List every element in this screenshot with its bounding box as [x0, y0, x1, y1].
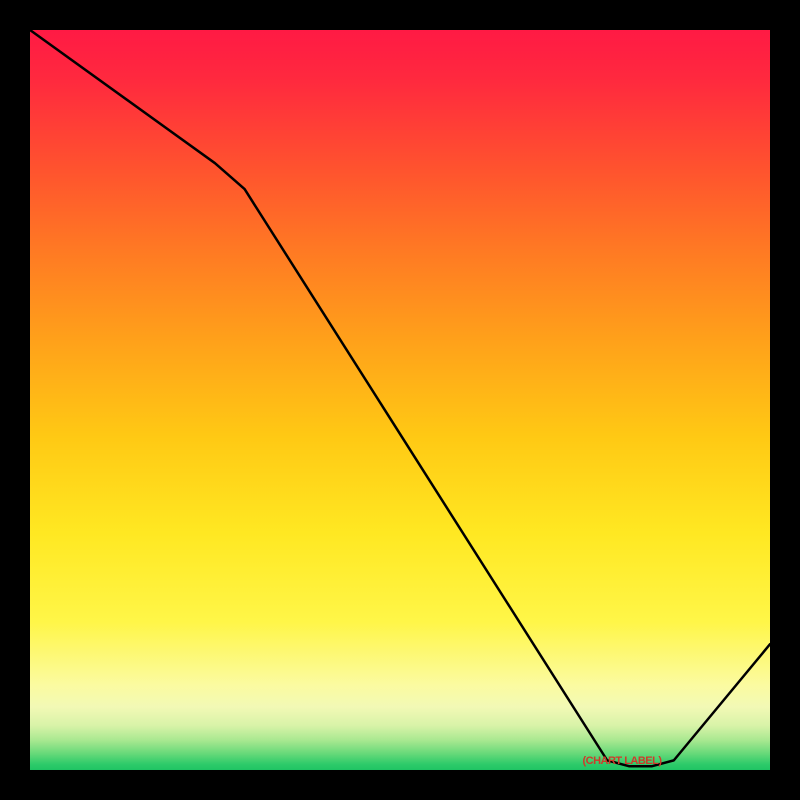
band-label: (CHART LABEL) — [582, 755, 661, 767]
watermark-text: TheBottleneck.com — [606, 4, 790, 27]
chart-container: TheBottleneck.com (CHART LABEL) — [0, 0, 800, 800]
plot-area: (CHART LABEL) — [30, 30, 770, 770]
curve-overlay — [30, 30, 770, 770]
